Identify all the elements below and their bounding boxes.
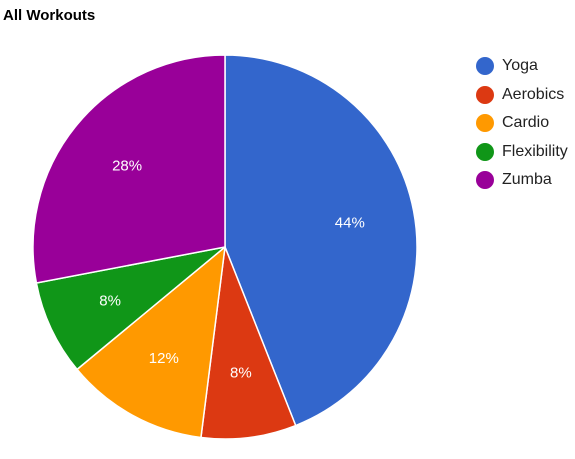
legend-swatch-icon	[476, 171, 494, 190]
legend-label: Cardio	[502, 114, 550, 132]
legend-label: Zumba	[502, 171, 552, 189]
legend-swatch-icon	[476, 57, 494, 76]
slice-label-zumba: 28%	[112, 158, 142, 175]
pie-slice-cardio[interactable]	[76, 245, 226, 439]
pie-slice-labels: 44% 8% 12% 8% 28%	[99, 158, 365, 382]
pie-slice-yoga[interactable]	[224, 54, 418, 427]
chart-legend: Yoga Aerobics Cardio Flexibility Zumba	[476, 52, 568, 195]
legend-label: Aerobics	[502, 85, 565, 103]
slice-label-flexibility: 8%	[99, 293, 121, 310]
pie-slice-zumba[interactable]	[32, 54, 226, 284]
legend-item-aerobics[interactable]: Aerobics	[476, 81, 568, 110]
legend-label: Flexibility	[502, 142, 568, 160]
legend-swatch-icon	[476, 114, 494, 133]
pie-slices	[32, 54, 418, 440]
slice-label-yoga: 44%	[335, 215, 365, 232]
legend-item-cardio[interactable]: Cardio	[476, 109, 568, 138]
legend-label: Yoga	[502, 57, 538, 75]
legend-swatch-icon	[476, 142, 494, 161]
pie-slice-aerobics[interactable]	[200, 246, 297, 440]
legend-swatch-icon	[476, 85, 494, 104]
pie-slice-flexibility[interactable]	[35, 246, 226, 371]
legend-item-zumba[interactable]: Zumba	[476, 166, 568, 195]
slice-label-aerobics: 8%	[230, 365, 252, 382]
chart-title: All Workouts	[3, 7, 96, 24]
legend-item-yoga[interactable]: Yoga	[476, 52, 568, 81]
legend-item-flexibility[interactable]: Flexibility	[476, 138, 568, 167]
slice-label-cardio: 12%	[149, 350, 179, 367]
